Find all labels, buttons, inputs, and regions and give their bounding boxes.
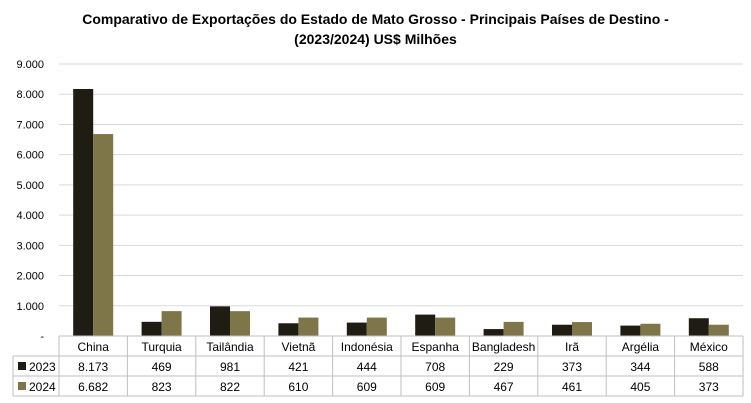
- bar-2023-2: [141, 321, 162, 336]
- bar-2023-4: [278, 323, 299, 336]
- y-tick-label: 9.000: [16, 59, 44, 71]
- chart-title: Comparativo de Exportações do Estado de …: [0, 9, 751, 49]
- y-tick-label: 5.000: [16, 180, 44, 192]
- category-label: Tailândia: [206, 340, 254, 354]
- category-label: México: [690, 340, 728, 354]
- bar-2023-6: [415, 314, 436, 336]
- data-label-2023: 588: [699, 360, 719, 374]
- category-label: Bangladesh: [472, 340, 535, 354]
- data-label-2023: 373: [562, 360, 582, 374]
- y-tick-label: 3.000: [16, 240, 44, 252]
- bar-2023-7: [483, 329, 504, 336]
- data-label-2023: 229: [494, 360, 514, 374]
- y-tick-label: 1.000: [16, 301, 44, 313]
- data-label-2023: 444: [357, 360, 377, 374]
- data-label-2024: 610: [288, 380, 308, 394]
- data-label-2024: 461: [562, 380, 582, 394]
- category-label: Turquia: [141, 340, 182, 354]
- y-tick-label: -: [40, 331, 44, 343]
- bar-2024-9: [640, 323, 661, 336]
- category-label: Argélia: [622, 340, 660, 354]
- data-label-2023: 8.173: [78, 360, 108, 374]
- chart-title-line-2: (2023/2024) US$ Milhões: [294, 31, 457, 47]
- data-label-2023: 708: [425, 360, 445, 374]
- data-label-2023: 981: [220, 360, 240, 374]
- category-label: Irã: [565, 340, 579, 354]
- bar-2024-6: [435, 317, 456, 336]
- data-label-2024: 467: [494, 380, 514, 394]
- data-label-2024: 609: [425, 380, 445, 394]
- bar-2023-10: [688, 318, 709, 336]
- data-label-2024: 405: [630, 380, 650, 394]
- bar-2024-1: [93, 134, 114, 336]
- category-label: Espanha: [412, 340, 460, 354]
- bar-2024-10: [708, 324, 729, 336]
- data-label-2024: 823: [152, 380, 172, 394]
- chart-title-line-1: Comparativo de Exportações do Estado de …: [82, 11, 669, 27]
- legend-key-2024: [18, 382, 26, 390]
- bar-2024-4: [298, 317, 319, 336]
- bar-2024-8: [572, 322, 592, 336]
- category-label: China: [78, 340, 110, 354]
- data-label-2023: 469: [152, 360, 172, 374]
- bar-2024-3: [230, 311, 250, 336]
- y-tick-label: 4.000: [16, 210, 44, 222]
- category-label: Indonésia: [341, 340, 393, 354]
- data-label-2024: 822: [220, 380, 240, 394]
- data-label-2023: 421: [288, 360, 308, 374]
- legend-key-2023: [18, 362, 26, 370]
- data-label-2024: 609: [357, 380, 377, 394]
- bar-2023-5: [346, 322, 367, 336]
- category-label: Vietnã: [281, 340, 315, 354]
- data-label-2023: 344: [630, 360, 650, 374]
- bar-2024-5: [366, 317, 387, 336]
- bar-2023-3: [210, 306, 230, 336]
- legend-label-2024: 2024: [29, 380, 56, 394]
- data-label-2024: 6.682: [78, 380, 108, 394]
- y-tick-label: 6.000: [16, 150, 44, 162]
- bar-2023-9: [620, 325, 641, 336]
- bar-2023-1: [73, 88, 94, 336]
- y-tick-label: 2.000: [16, 271, 44, 283]
- bar-2024-2: [161, 311, 182, 336]
- data-label-2024: 373: [699, 380, 719, 394]
- bar-2023-8: [552, 324, 572, 336]
- bar-2024-7: [503, 321, 524, 336]
- y-tick-label: 7.000: [16, 119, 44, 131]
- y-tick-label: 8.000: [16, 89, 44, 101]
- legend-label-2023: 2023: [29, 360, 56, 374]
